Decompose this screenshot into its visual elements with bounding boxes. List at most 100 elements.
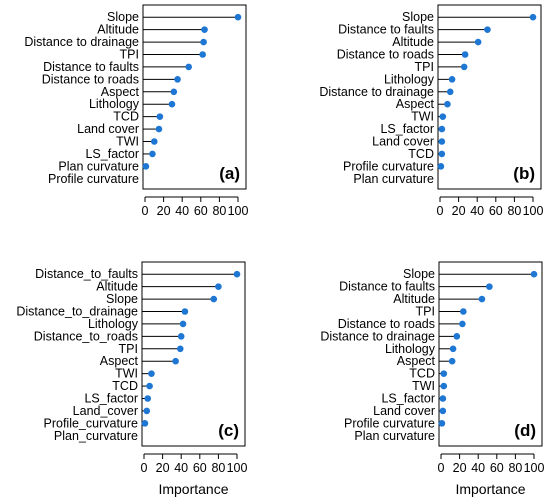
data-point: [200, 38, 207, 46]
category-label: Altitude: [392, 35, 434, 49]
data-point: [233, 270, 241, 278]
category-label: Distance to faults: [43, 60, 139, 74]
category-label: Distance_to_roads: [34, 329, 138, 343]
category-label: Distance_to_drainage: [16, 305, 138, 319]
category-label: Profile curvature: [48, 172, 139, 186]
data-point: [461, 51, 469, 58]
data-point: [438, 125, 446, 133]
data-point: [460, 63, 468, 71]
data-point: [176, 345, 184, 353]
x-tick-label: 100: [524, 461, 545, 475]
x-tick-label: 100: [523, 204, 544, 218]
category-label: TCD: [113, 110, 139, 124]
data-point: [439, 395, 447, 402]
category-label: Slope: [403, 267, 435, 281]
category-label: Distance to roads: [42, 72, 139, 86]
category-label: TWI: [412, 379, 435, 393]
data-point: [172, 357, 179, 365]
category-label: LS_factor: [84, 392, 138, 406]
category-label: Profile curvature: [343, 159, 434, 173]
category-label: Distance to drainage: [320, 329, 435, 343]
category-label: Distance to roads: [338, 317, 435, 331]
category-label: Plan curvature: [58, 159, 139, 173]
category-label: Distance_to_faults: [35, 267, 138, 281]
category-label: Aspect: [397, 354, 436, 368]
data-point: [151, 138, 158, 145]
category-label: LS_factor: [381, 392, 435, 406]
category-label: Profile_curvature: [44, 416, 139, 430]
category-label: Aspect: [100, 354, 139, 368]
category-label: Distance to roads: [337, 48, 434, 62]
data-point: [177, 333, 185, 340]
data-point: [448, 76, 456, 83]
category-label: Land cover: [372, 135, 434, 149]
data-point: [440, 370, 448, 377]
category-label: Aspect: [101, 85, 140, 99]
category-label: Plan curvature: [354, 429, 435, 443]
x-tick-label: 60: [490, 461, 504, 475]
data-point: [444, 100, 451, 108]
category-label: Altitude: [393, 292, 435, 306]
data-point: [201, 26, 208, 33]
x-tick-label: 0: [438, 461, 445, 475]
data-point: [185, 63, 193, 71]
plot-frame: [141, 261, 246, 447]
x-tick-label: 60: [489, 204, 503, 218]
panel-label: (b): [513, 164, 535, 183]
category-label: Slope: [106, 292, 138, 306]
category-label: Lithology: [88, 317, 139, 331]
category-label: TCD: [408, 147, 434, 161]
category-label: Slope: [402, 10, 434, 24]
data-point: [146, 382, 153, 390]
x-tick-label: 20: [452, 204, 466, 218]
data-point: [486, 283, 493, 290]
data-point: [210, 295, 218, 303]
data-point: [234, 13, 242, 21]
category-label: TPI: [120, 48, 139, 62]
category-label: Lithology: [89, 97, 140, 111]
category-label: Lithology: [384, 72, 435, 86]
category-label: Lithology: [385, 342, 436, 356]
category-label: Altitude: [96, 280, 138, 294]
x-tick-label: 60: [194, 204, 208, 218]
category-label: TPI: [416, 305, 435, 319]
data-point: [484, 26, 491, 33]
category-label: Distance to faults: [339, 280, 435, 294]
panel-label: (d): [514, 421, 536, 440]
x-tick-label: 0: [142, 204, 149, 218]
x-axis-title: Importance: [158, 481, 228, 497]
category-label: Land_cover: [73, 404, 138, 418]
category-label: Plan curvature: [353, 172, 434, 186]
data-point: [478, 295, 486, 303]
x-tick-label: 0: [437, 204, 444, 218]
data-point: [453, 333, 461, 340]
data-point: [438, 420, 446, 427]
x-tick-label: 40: [471, 461, 485, 475]
category-label: Land cover: [373, 404, 435, 418]
category-label: Distance to drainage: [24, 35, 139, 49]
data-point: [439, 113, 447, 120]
data-point: [446, 88, 454, 96]
category-label: TWI: [116, 135, 139, 149]
data-point: [155, 125, 163, 133]
data-point: [215, 283, 222, 290]
plot-frame: [437, 4, 542, 190]
x-tick-label: 80: [211, 461, 225, 475]
x-tick-label: 40: [175, 204, 189, 218]
data-point: [474, 38, 482, 46]
plot-frame: [142, 4, 247, 190]
category-label: Slope: [107, 10, 139, 24]
category-label: Aspect: [396, 97, 435, 111]
category-label: Altitude: [97, 23, 139, 37]
data-point: [449, 345, 457, 353]
data-point: [144, 395, 152, 402]
data-point: [199, 51, 206, 58]
x-tick-label: 100: [227, 461, 248, 475]
data-point: [530, 270, 538, 278]
panel-label: (c): [218, 421, 239, 440]
data-point: [143, 407, 151, 415]
